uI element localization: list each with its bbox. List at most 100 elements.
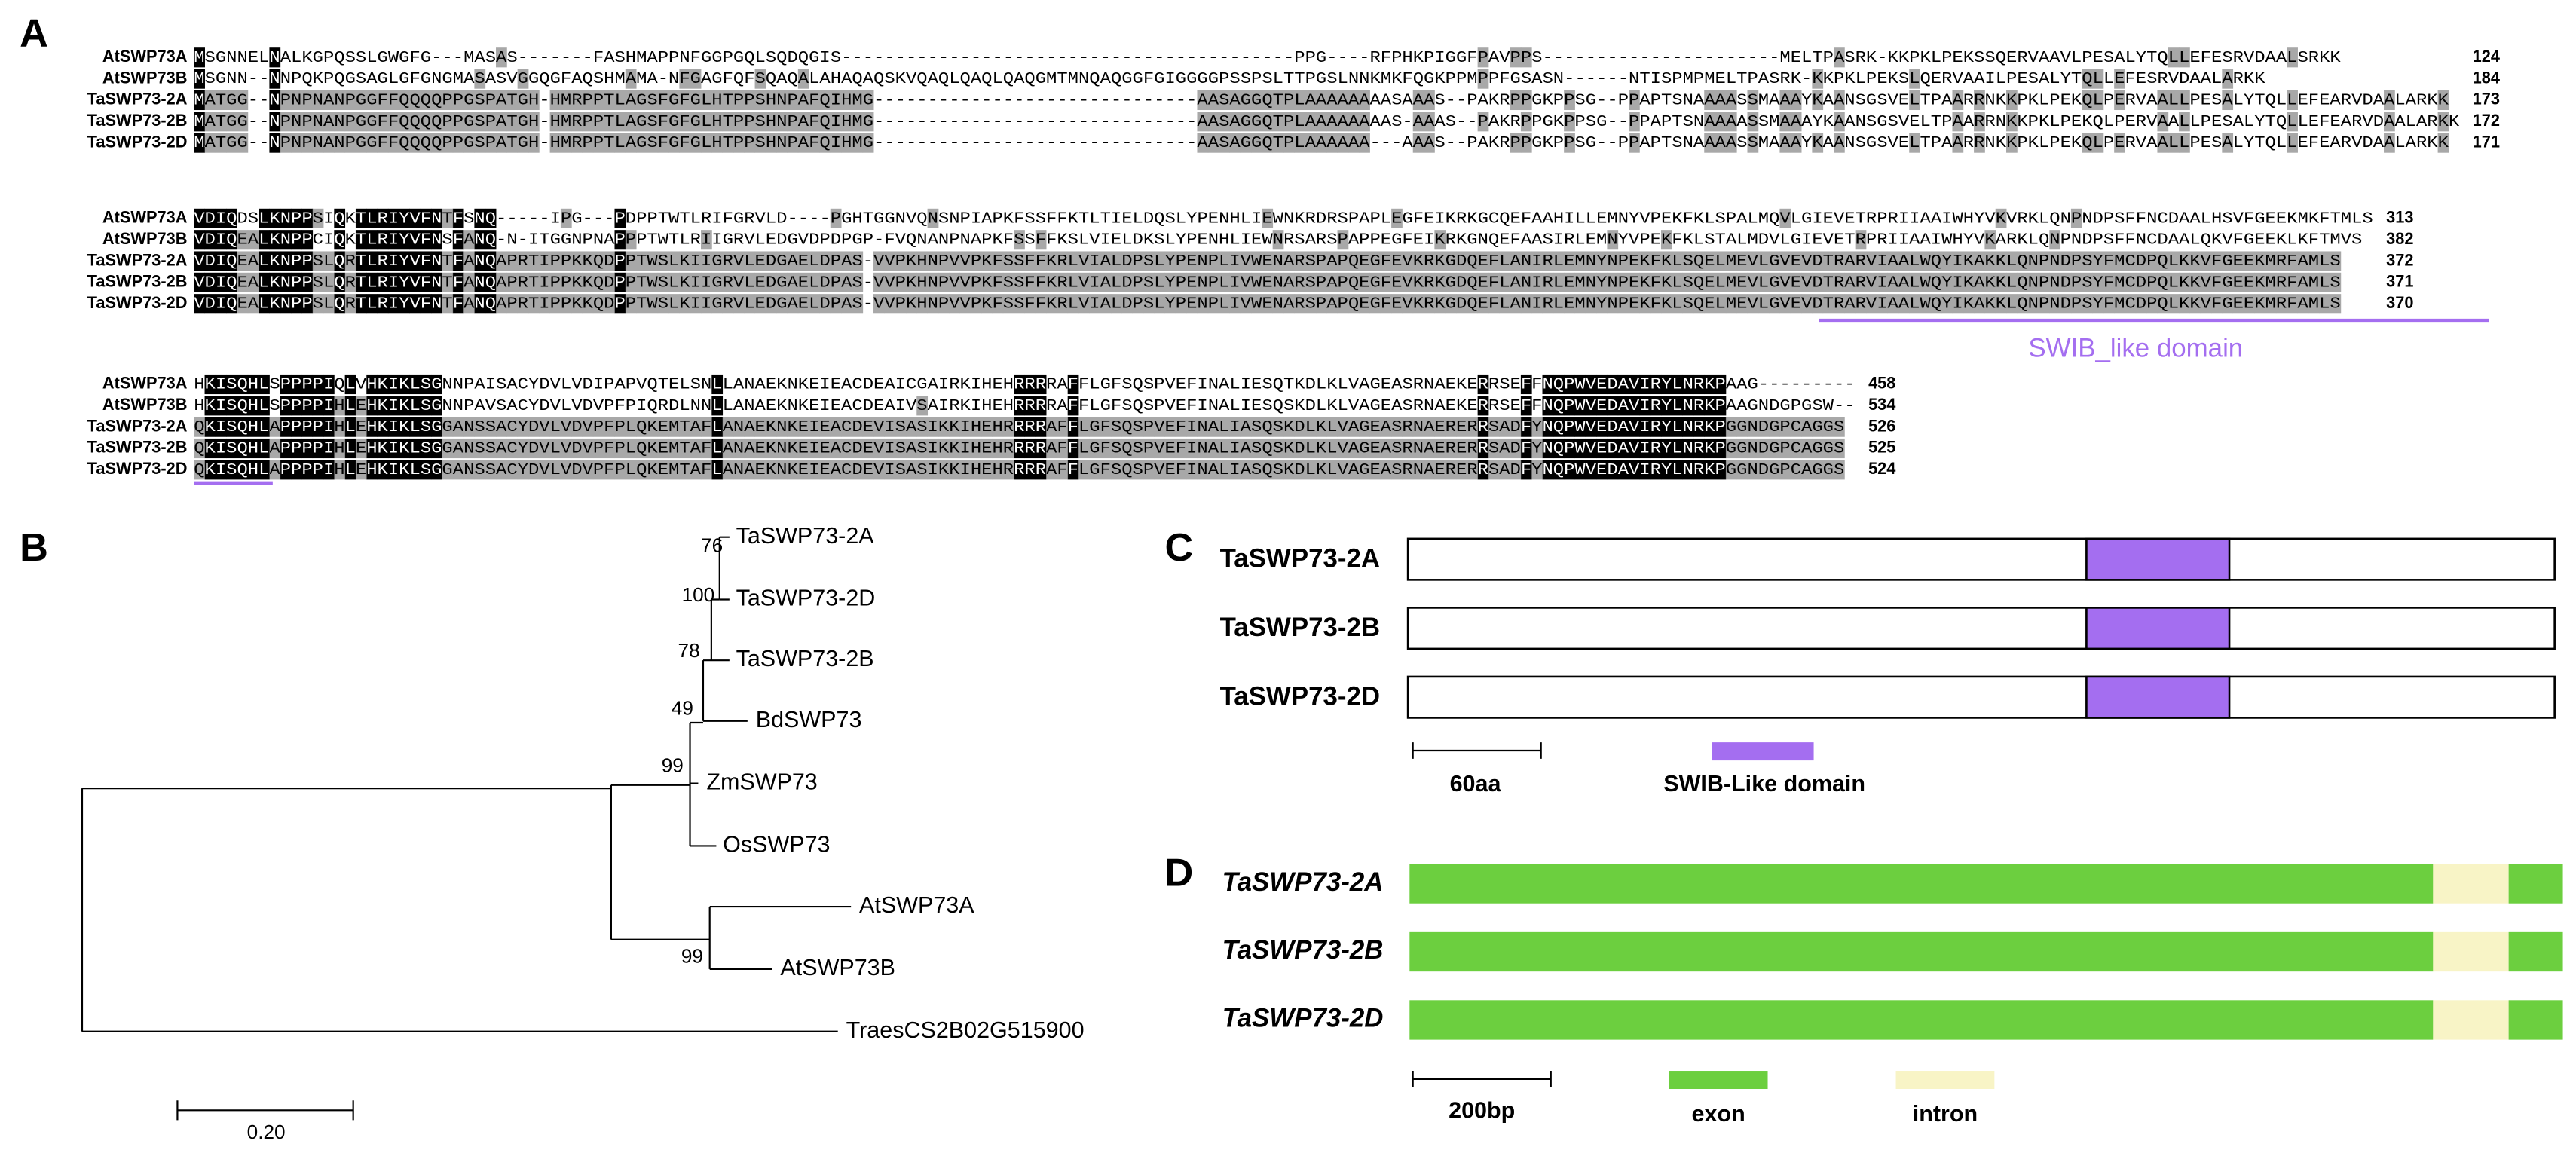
shade xyxy=(862,112,874,132)
shade xyxy=(442,133,454,153)
shade xyxy=(1715,272,1727,292)
shade xyxy=(420,251,432,271)
shade xyxy=(1984,294,1996,314)
shade xyxy=(1067,272,1079,292)
shade xyxy=(949,417,960,437)
shade xyxy=(2070,294,2082,314)
shade xyxy=(668,417,680,437)
shade xyxy=(819,438,831,459)
shade xyxy=(452,112,464,132)
shade xyxy=(1660,230,1672,250)
shade xyxy=(194,90,205,111)
shade xyxy=(841,438,852,459)
shade xyxy=(2189,294,2201,314)
shade xyxy=(291,272,302,292)
shade xyxy=(1035,251,1047,271)
shade xyxy=(895,438,907,459)
shade xyxy=(1110,251,1122,271)
shade xyxy=(2232,251,2244,271)
shade xyxy=(1725,251,1737,271)
shade xyxy=(280,374,292,395)
shade xyxy=(1758,294,1770,314)
shade xyxy=(1294,251,1306,271)
shade xyxy=(2168,272,2180,292)
shade xyxy=(1219,417,1230,437)
shade xyxy=(1229,438,1241,459)
exon xyxy=(2508,864,2563,904)
shade xyxy=(1790,90,1802,111)
shade xyxy=(506,251,519,271)
panel-label: D xyxy=(1165,851,1194,895)
shade xyxy=(237,251,249,271)
shade xyxy=(237,374,249,395)
shade xyxy=(1531,294,1543,314)
shade xyxy=(226,251,237,271)
shade xyxy=(2038,251,2050,271)
shade xyxy=(1283,417,1295,437)
swib-domain xyxy=(2085,607,2231,650)
shade xyxy=(970,294,982,314)
shade xyxy=(571,251,583,271)
shade xyxy=(1219,438,1230,459)
shade xyxy=(1531,272,1543,292)
shade xyxy=(1682,294,1694,314)
shade xyxy=(323,396,335,416)
shade xyxy=(1046,438,1057,459)
shade xyxy=(733,133,745,153)
shade xyxy=(237,112,249,132)
gene-name: TaSWP73-2D xyxy=(1220,682,1380,711)
shade xyxy=(517,251,529,271)
shade xyxy=(1434,460,1446,480)
shade xyxy=(1941,294,1953,314)
shade xyxy=(787,251,799,271)
shade xyxy=(226,438,237,459)
shade xyxy=(852,112,864,132)
shade xyxy=(1952,272,1964,292)
shade xyxy=(1359,272,1370,292)
shade xyxy=(668,90,680,111)
shade xyxy=(431,251,442,271)
shade xyxy=(938,438,950,459)
shade xyxy=(1197,272,1209,292)
shade xyxy=(1779,417,1791,437)
shade xyxy=(830,112,842,132)
shade xyxy=(377,374,389,395)
shade xyxy=(1337,251,1349,271)
shade xyxy=(2049,251,2061,271)
shade xyxy=(830,272,842,292)
shade xyxy=(312,90,324,111)
shade xyxy=(765,112,777,132)
shade xyxy=(1574,460,1586,480)
shade xyxy=(2222,90,2234,111)
shade xyxy=(582,251,594,271)
shade xyxy=(1650,396,1662,416)
shade xyxy=(2135,251,2147,271)
legend-swatch xyxy=(1669,1071,1768,1089)
shade xyxy=(787,272,799,292)
shade xyxy=(744,417,756,437)
shade xyxy=(409,133,421,153)
shade xyxy=(1779,460,1791,480)
shade xyxy=(1574,251,1586,271)
shade xyxy=(1067,417,1079,437)
shade xyxy=(560,90,572,111)
shade xyxy=(247,438,259,459)
shade xyxy=(604,133,615,153)
shade xyxy=(1057,272,1069,292)
shade xyxy=(1974,90,1985,111)
shade xyxy=(226,417,237,437)
shade xyxy=(291,230,302,250)
shade xyxy=(1240,294,1252,314)
shade xyxy=(399,460,410,480)
phylogenetic-tree xyxy=(81,536,852,1121)
shade xyxy=(506,90,519,111)
shade xyxy=(474,69,486,89)
shade xyxy=(355,396,367,416)
shade xyxy=(1337,112,1349,132)
shade xyxy=(1121,460,1134,480)
shade xyxy=(1305,272,1317,292)
shade xyxy=(1822,460,1834,480)
shade xyxy=(1736,417,1748,437)
shade xyxy=(949,294,960,314)
shade xyxy=(625,230,637,250)
